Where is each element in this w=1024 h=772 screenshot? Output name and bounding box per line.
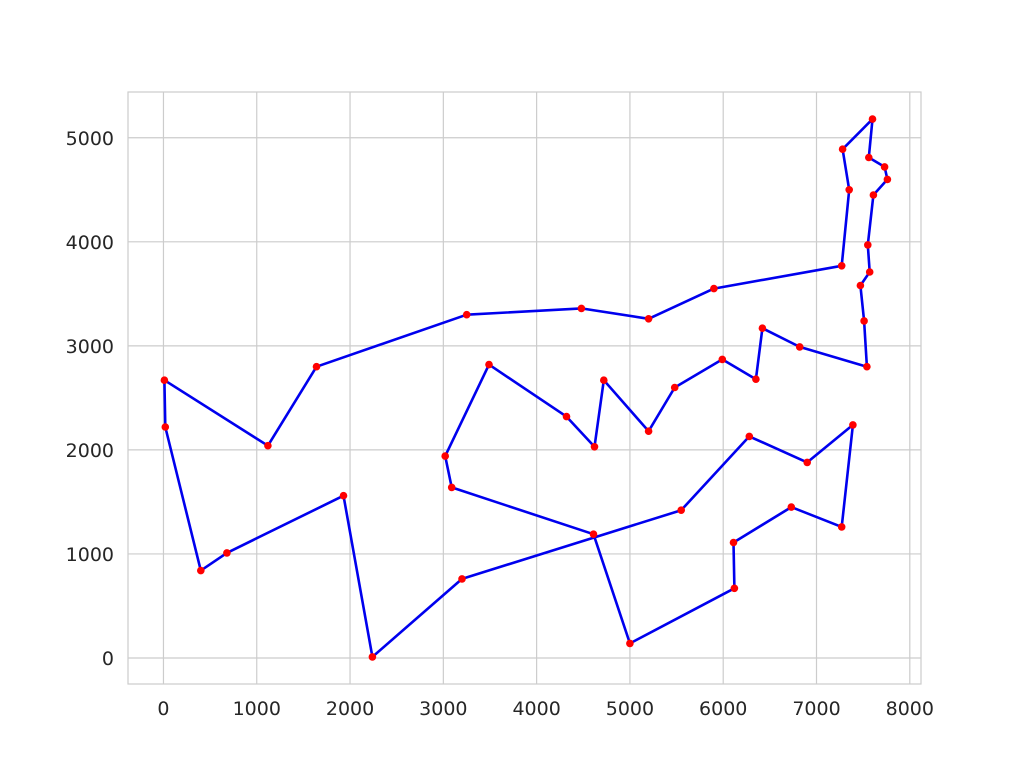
data-point [339,491,348,500]
data-point [223,549,231,557]
x-tick-label: 7000 [792,698,840,720]
data-point [758,324,767,333]
data-point [865,153,873,162]
data-point [447,483,456,492]
data-point [803,458,811,467]
data-point [730,584,739,593]
data-point [485,360,493,369]
x-tick-label: 3000 [419,698,467,720]
tour-path-line [163,117,889,659]
data-point [710,284,718,293]
data-point [589,530,598,538]
x-tick-label: 6000 [699,698,747,720]
data-point [590,443,599,451]
series-layer [163,117,889,659]
data-point [644,315,653,323]
y-tick-label: 0 [102,648,114,670]
data-point [849,421,857,429]
data-point [644,427,653,436]
data-point [670,383,679,392]
data-point [864,241,872,249]
plot-frame [127,91,922,685]
data-point [745,432,754,441]
y-axis-ticks: 0 1000 2000 3000 4000 5000 [66,128,114,670]
data-point [441,452,450,460]
x-tick-label: 1000 [233,698,281,720]
data-point [562,412,571,421]
data-point [883,175,892,184]
data-point [865,268,874,276]
data-point [729,538,738,547]
data-point [880,163,889,171]
data-point [837,523,846,531]
x-tick-label: 4000 [512,698,560,720]
data-point [197,566,205,575]
data-point [863,362,871,371]
y-tick-label: 4000 [66,232,114,254]
data-point [160,376,169,385]
data-point [869,191,878,199]
grid-lines [128,92,921,684]
x-tick-label: 0 [157,698,169,720]
data-point [718,355,727,364]
data-point [787,503,796,511]
data-point [837,262,846,270]
data-point [312,362,321,371]
y-tick-label: 1000 [66,544,114,566]
data-point [868,115,877,123]
x-tick-label: 5000 [606,698,654,720]
data-point [856,281,865,290]
data-point [264,441,272,450]
data-point [838,145,847,153]
x-axis-ticks: 0 1000 2000 3000 4000 5000 6000 7000 8000 [157,698,934,720]
data-point [462,310,471,319]
data-point [577,304,586,313]
data-point [845,186,853,194]
x-tick-label: 2000 [326,698,374,720]
data-point [860,317,868,325]
y-tick-label: 2000 [66,440,114,462]
data-point [458,575,466,583]
data-point [677,506,685,514]
points-layer [160,115,892,661]
data-point [600,376,608,385]
data-point [368,653,377,661]
data-point [795,343,804,351]
y-tick-label: 3000 [66,336,114,358]
data-point [752,375,760,384]
data-point [161,423,170,431]
data-point [626,639,634,648]
y-tick-label: 5000 [66,128,114,150]
x-tick-label: 8000 [886,698,934,720]
